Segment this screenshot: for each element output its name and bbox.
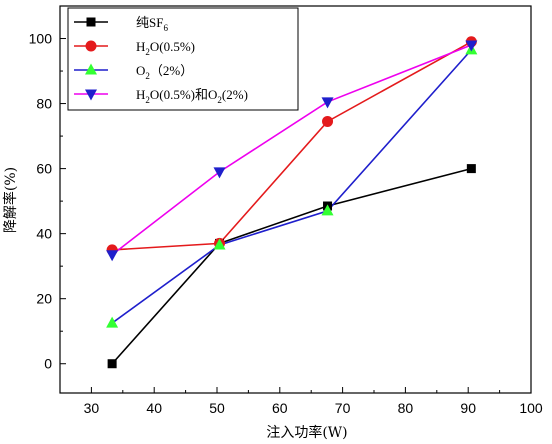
plot-frame (59, 5, 532, 394)
x-tick-label: 40 (146, 400, 162, 416)
series-3-point (106, 316, 119, 328)
y-tick-label: 100 (29, 31, 53, 47)
series-line-2 (112, 41, 472, 251)
legend-label-4: H2O(0.5%)和O2(2%) (136, 87, 248, 105)
series-4-point (321, 97, 334, 109)
series-2-point (322, 115, 334, 127)
x-tick-label: 50 (209, 400, 225, 416)
series-4-point (213, 167, 226, 179)
x-tick-label: 90 (460, 400, 476, 416)
series-1-point (107, 359, 117, 369)
legend-marker-3 (85, 63, 97, 75)
series-4-point (106, 250, 119, 262)
legend-label-3: O2（2%） (136, 63, 193, 81)
series-1-point (466, 164, 476, 174)
legend-box (67, 7, 299, 111)
series-line-1 (111, 167, 472, 365)
x-tick-label: 60 (272, 400, 288, 416)
y-tick-label: 80 (36, 96, 52, 112)
legend-label-2: H2O(0.5%) (136, 39, 195, 57)
series-line-3 (111, 49, 472, 324)
series-line-4 (111, 44, 472, 256)
legend-marker-2 (85, 40, 97, 52)
x-axis-title: 注入功率(W) (266, 424, 347, 441)
y-tick-label: 40 (36, 226, 52, 242)
series-3-point (321, 204, 334, 216)
y-axis-title: 降解率(%) (2, 167, 19, 233)
y-tick-label: 0 (44, 356, 52, 372)
y-tick-label: 20 (36, 291, 52, 307)
y-tick-label: 60 (36, 161, 52, 177)
series-3-point (213, 238, 226, 250)
x-tick-label: 30 (84, 400, 100, 416)
legend-label-1: 纯SF6 (136, 15, 168, 33)
x-tick-label: 100 (519, 400, 543, 416)
x-tick-label: 80 (398, 400, 414, 416)
series-4-point (465, 40, 478, 52)
legend-marker-1 (86, 17, 96, 27)
x-tick-label: 70 (335, 400, 351, 416)
legend-marker-4 (85, 89, 97, 101)
